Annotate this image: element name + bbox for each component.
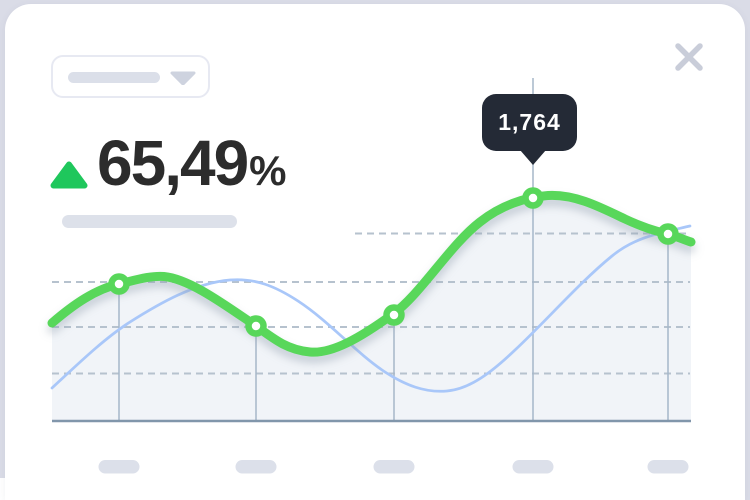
data-point-marker[interactable] [657,223,679,245]
x-axis-skeleton-labels [98,460,689,474]
secondary-line [50,224,692,393]
x-axis-label-skeleton [235,460,277,474]
stat-value: 65,49% [97,131,287,195]
stat-caption-skeleton [62,215,237,228]
close-icon [675,43,703,71]
data-point-marker[interactable] [522,187,544,209]
background-patch [0,478,5,500]
data-point-marker[interactable] [383,304,405,326]
x-axis-label-skeleton [647,460,689,474]
chevron-down-icon [170,71,196,85]
filter-dropdown[interactable] [51,55,210,98]
stat-number: 65,49 [97,127,249,199]
x-axis-label-skeleton [512,460,554,474]
dropdown-skeleton-text [68,72,160,83]
x-axis-label-skeleton [98,460,140,474]
data-point-markers [108,187,679,337]
trend-up-icon [50,161,88,189]
x-axis-label-skeleton [373,460,415,474]
close-button[interactable] [670,38,708,76]
data-tooltip: 1,764 [482,94,577,165]
data-point-marker[interactable] [108,273,130,295]
chart-area-fill [52,195,691,421]
data-point-marker[interactable] [245,315,267,337]
stat-unit: % [249,147,287,194]
tooltip-value: 1,764 [498,109,561,135]
